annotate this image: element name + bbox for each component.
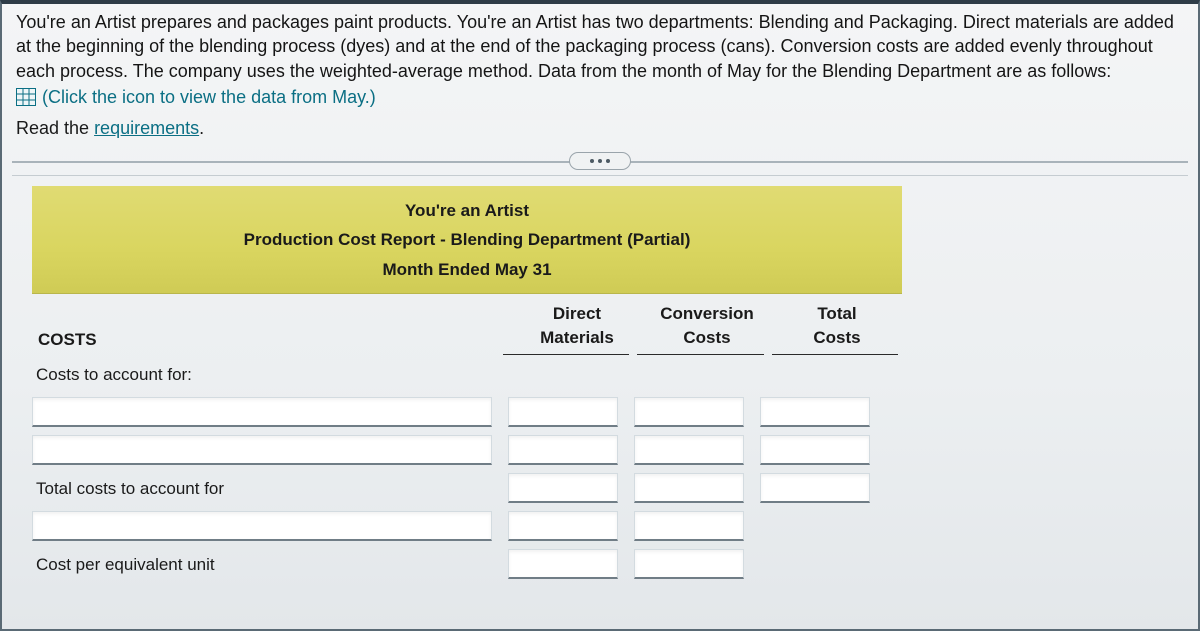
row1-total-input[interactable] xyxy=(760,397,870,427)
divider-bottom xyxy=(12,175,1188,176)
table-row xyxy=(32,507,902,545)
data-link-row: (Click the icon to view the data from Ma… xyxy=(2,85,1198,112)
table-row xyxy=(32,393,902,431)
costs-heading: COSTS xyxy=(32,326,512,354)
row1-cc-input[interactable] xyxy=(634,397,744,427)
row1-label-input[interactable] xyxy=(32,397,492,427)
read-requirements-line: Read the requirements. xyxy=(2,112,1198,147)
col3-head-bot: Costs xyxy=(772,326,902,354)
problem-panel: You're an Artist prepares and packages p… xyxy=(0,0,1200,631)
col2-head-bot: Costs xyxy=(642,326,772,354)
col3-head-top: Total xyxy=(772,302,902,326)
expand-icon[interactable] xyxy=(569,152,631,170)
col3-underline xyxy=(772,354,898,355)
banner-title: Production Cost Report - Blending Depart… xyxy=(32,225,902,255)
banner-period: Month Ended May 31 xyxy=(32,255,902,285)
col1-head-bot: Materials xyxy=(512,326,642,354)
total-cc-input[interactable] xyxy=(634,473,744,503)
row2-cc-input[interactable] xyxy=(634,435,744,465)
col1-head-top: Direct xyxy=(512,302,642,326)
row2-total-input[interactable] xyxy=(760,435,870,465)
cpeu-cc-input[interactable] xyxy=(634,549,744,579)
row3-label-input[interactable] xyxy=(32,511,492,541)
total-dm-input[interactable] xyxy=(508,473,618,503)
problem-statement: You're an Artist prepares and packages p… xyxy=(2,4,1198,85)
row2-dm-input[interactable] xyxy=(508,435,618,465)
requirements-link[interactable]: requirements xyxy=(94,118,199,138)
view-data-link[interactable]: (Click the icon to view the data from Ma… xyxy=(42,87,376,108)
total-total-input[interactable] xyxy=(760,473,870,503)
row1-dm-input[interactable] xyxy=(508,397,618,427)
total-costs-label: Total costs to account for xyxy=(32,473,512,503)
cost-per-eu-label: Cost per equivalent unit xyxy=(32,549,512,579)
col2-underline xyxy=(637,354,763,355)
read-suffix: . xyxy=(199,118,204,138)
report-area: You're an Artist Production Cost Report … xyxy=(2,186,1198,584)
data-table-icon[interactable] xyxy=(16,88,36,106)
banner-company: You're an Artist xyxy=(32,196,902,226)
costs-to-account-for-label: Costs to account for: xyxy=(32,359,512,389)
cpeu-dm-input[interactable] xyxy=(508,549,618,579)
cost-table: Direct Conversion Total COSTS Materials … xyxy=(32,294,902,583)
row3-dm-input[interactable] xyxy=(508,511,618,541)
report-banner: You're an Artist Production Cost Report … xyxy=(32,186,902,295)
row3-cc-input[interactable] xyxy=(634,511,744,541)
row2-label-input[interactable] xyxy=(32,435,492,465)
read-prefix: Read the xyxy=(16,118,94,138)
col2-head-top: Conversion xyxy=(642,302,772,326)
col1-underline xyxy=(503,354,629,355)
table-row xyxy=(32,431,902,469)
